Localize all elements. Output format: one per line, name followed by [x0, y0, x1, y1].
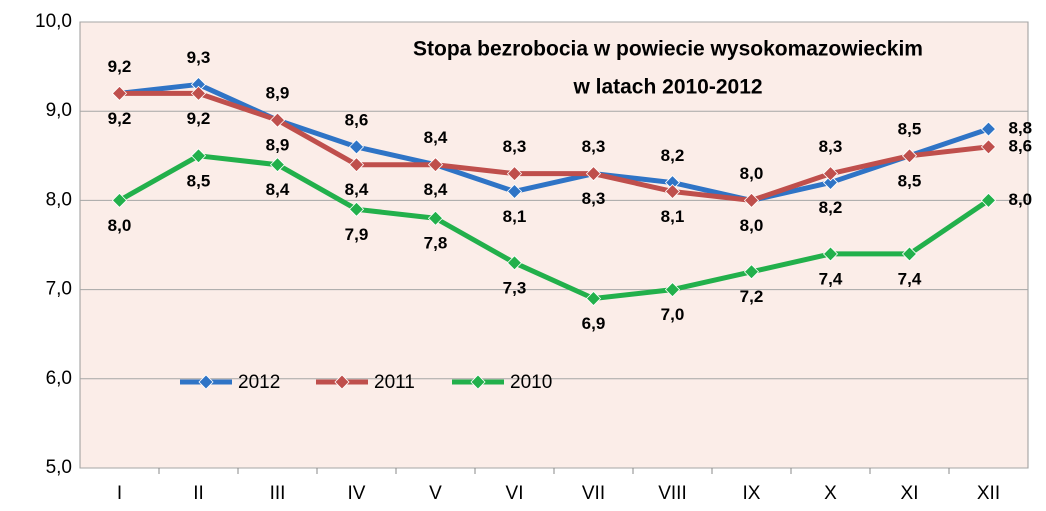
marker	[427, 210, 444, 226]
data-label: 7,2	[740, 287, 764, 306]
data-label: 8,6	[1009, 136, 1033, 155]
marker	[427, 157, 444, 173]
marker	[822, 246, 839, 262]
data-label: 8,3	[582, 189, 606, 208]
marker	[664, 183, 681, 200]
y-tick-label: 8,0	[46, 189, 72, 210]
data-label: 8,8	[1009, 119, 1033, 138]
data-label: 8,1	[503, 207, 527, 226]
series-line	[118, 153, 990, 302]
y-tick-label: 5,0	[46, 457, 72, 478]
x-tick-label: V	[429, 483, 442, 504]
data-label: 9,3	[187, 48, 211, 67]
data-label: 8,4	[266, 180, 290, 199]
x-tick-label: IV	[348, 483, 366, 504]
marker	[822, 174, 839, 191]
x-tick-label: VI	[506, 483, 524, 504]
y-tick-label: 9,0	[46, 100, 72, 121]
marker	[901, 148, 918, 164]
x-tick-label: II	[193, 483, 204, 504]
data-label: 8,9	[266, 84, 290, 103]
data-label: 7,4	[898, 269, 922, 288]
marker	[664, 282, 681, 298]
legend-marker	[198, 374, 214, 390]
data-label: 7,8	[424, 234, 448, 253]
x-tick-label: XII	[977, 483, 1000, 504]
y-tick-label: 7,0	[46, 279, 72, 300]
data-label: 8,2	[819, 198, 843, 217]
data-label: 8,5	[898, 171, 922, 190]
legend-marker	[334, 374, 350, 390]
data-label: 8,3	[582, 137, 606, 156]
marker	[348, 157, 365, 173]
marker	[980, 139, 997, 155]
marker	[980, 121, 997, 137]
legend-marker	[470, 374, 486, 390]
data-label: 9,2	[108, 109, 132, 128]
data-label: 7,9	[345, 225, 369, 244]
marker	[111, 85, 128, 101]
series-line	[119, 90, 989, 203]
chart-title: w latach 2010-2012	[572, 76, 762, 99]
marker	[269, 112, 286, 128]
marker	[901, 246, 918, 262]
marker	[743, 264, 760, 280]
marker	[980, 192, 997, 208]
data-label: 7,0	[661, 305, 685, 324]
y-tick-label: 10,0	[35, 11, 72, 32]
marker	[585, 166, 602, 182]
data-label: 8,6	[345, 110, 369, 129]
data-label: 8,4	[345, 180, 369, 199]
legend-label: 2010	[510, 372, 552, 393]
data-label: 8,5	[187, 171, 211, 190]
data-label: 8,0	[740, 216, 764, 235]
legend-label: 2011	[374, 372, 415, 393]
data-label: 8,0	[108, 216, 132, 235]
marker	[190, 85, 207, 101]
marker	[743, 192, 760, 208]
data-label: 7,4	[819, 269, 843, 288]
data-label: 8,0	[740, 164, 764, 183]
data-label: 8,2	[661, 146, 685, 165]
data-label: 8,3	[503, 137, 527, 156]
data-label: 8,4	[424, 128, 448, 147]
data-label: 8,9	[266, 136, 290, 155]
data-label: 8,1	[661, 207, 685, 226]
marker	[506, 183, 523, 200]
data-label: 8,4	[424, 180, 448, 199]
x-tick-label: VII	[582, 483, 605, 504]
x-tick-label: X	[824, 483, 837, 504]
data-label: 8,3	[819, 137, 843, 156]
data-label: 8,0	[1009, 190, 1033, 209]
y-tick-label: 6,0	[46, 368, 72, 389]
chart-title: Stopa bezrobocia w powiecie wysokomazowi…	[413, 38, 923, 61]
x-tick-label: III	[270, 483, 286, 504]
data-label: 6,9	[582, 314, 606, 333]
marker	[348, 139, 365, 155]
x-tick-label: I	[117, 483, 122, 504]
data-label: 7,3	[503, 278, 527, 297]
plot-area	[79, 21, 1029, 469]
legend-label: 2012	[238, 372, 280, 393]
marker	[506, 166, 523, 182]
marker	[269, 157, 286, 173]
marker	[506, 255, 523, 271]
x-tick-label: IX	[743, 483, 761, 504]
data-label: 9,2	[187, 109, 211, 128]
data-label: 8,5	[898, 119, 922, 138]
marker	[822, 166, 839, 182]
data-label: 9,2	[108, 57, 132, 76]
marker	[585, 290, 602, 307]
x-tick-label: XI	[901, 483, 919, 504]
marker	[111, 192, 128, 208]
x-tick-label: VIII	[658, 483, 687, 504]
marker	[190, 148, 207, 164]
marker	[348, 201, 365, 217]
